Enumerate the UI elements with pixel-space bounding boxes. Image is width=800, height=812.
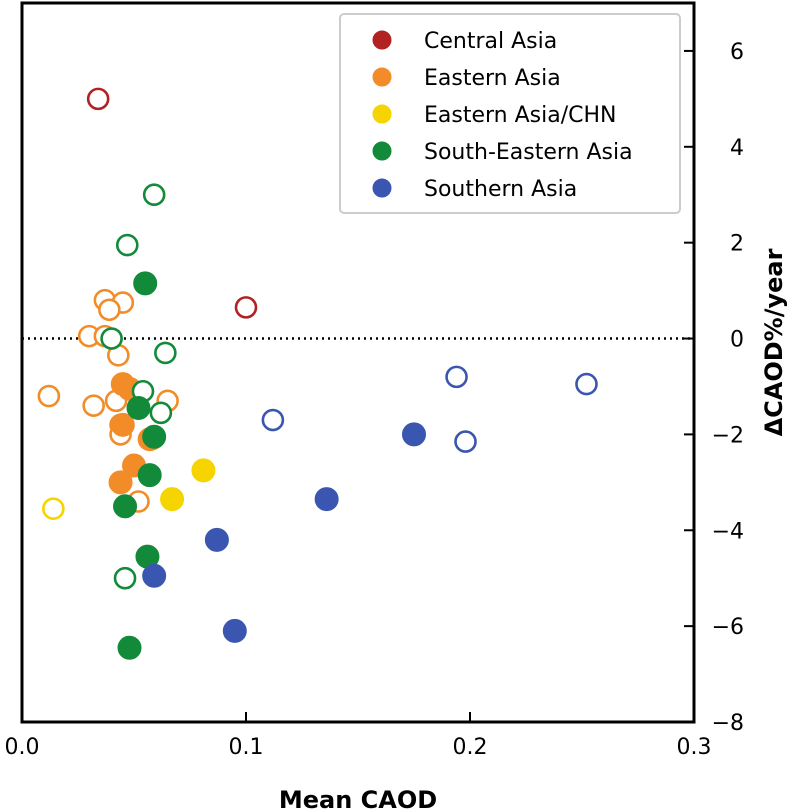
data-point-filled (113, 494, 138, 519)
legend-label: Central Asia (424, 29, 557, 54)
legend-marker (372, 104, 392, 124)
series-southern-asia (142, 365, 598, 643)
y-tick-label: 4 (730, 136, 744, 161)
y-tick-label: 2 (730, 232, 744, 257)
data-point-filled (314, 487, 339, 512)
data-point-open (454, 430, 477, 453)
data-point-open (113, 566, 137, 590)
legend-marker (372, 30, 392, 50)
data-point-open (37, 384, 61, 408)
y-tick-label: −4 (712, 519, 744, 544)
data-point-open (261, 408, 285, 432)
data-point-filled (204, 527, 229, 552)
x-tick-label: 0.0 (5, 735, 40, 760)
data-point-open (98, 298, 121, 322)
legend-marker (372, 67, 392, 87)
data-point-filled (402, 422, 426, 447)
y-tick-label: −2 (712, 423, 744, 448)
legend-marker (372, 141, 392, 161)
data-point-filled (133, 271, 158, 296)
data-point-open (142, 183, 166, 207)
y-tick-label: 6 (730, 40, 744, 65)
data-point-filled (191, 458, 216, 483)
data-point-open (149, 401, 173, 425)
data-point-open (42, 497, 65, 520)
data-point-open (82, 394, 105, 417)
legend-label: Eastern Asia/CHN (424, 103, 616, 128)
data-point-filled (142, 563, 167, 588)
x-axis-title: Mean CAOD (279, 786, 437, 812)
data-point-filled (117, 635, 142, 660)
data-point-filled (108, 470, 133, 495)
legend: Central Asia Eastern Asia Eastern Asia/CHN… (339, 13, 681, 214)
y-tick-label: −8 (712, 711, 744, 736)
series-south-eastern-asia (100, 183, 177, 660)
data-point-filled (110, 412, 135, 437)
data-point-filled (137, 463, 162, 488)
y-tick-label: −6 (712, 615, 744, 640)
data-point-open (100, 327, 123, 350)
legend-marker (372, 178, 392, 198)
series-central-asia (86, 87, 258, 319)
legend-box (339, 13, 681, 214)
legend-label: Eastern Asia (424, 66, 561, 91)
x-tick-label: 0.1 (229, 735, 264, 760)
series-eastern-asia-chn (42, 458, 216, 520)
data-point-open (234, 296, 258, 319)
data-point-filled (142, 424, 167, 449)
data-point-filled (160, 487, 185, 512)
x-tick-label: 0.3 (677, 735, 712, 760)
data-point-open (154, 341, 177, 365)
legend-label: Southern Asia (424, 177, 577, 202)
data-point-filled (126, 396, 151, 421)
x-tick-label: 0.2 (453, 735, 488, 760)
data-point-open (575, 372, 598, 396)
data-point-open (115, 233, 139, 257)
data-point-filled (222, 618, 247, 643)
y-tick-label: 0 (730, 328, 744, 353)
points-layer (37, 87, 598, 660)
legend-label: South-Eastern Asia (424, 140, 633, 165)
data-point-open (445, 365, 468, 389)
y-axis-title: ΔCAOD%/year (760, 248, 788, 436)
data-point-open (86, 87, 110, 111)
axes-layer: 0.0 0.1 0.2 0.3 6 4 2 0 −2 −4 −6 −8 (5, 40, 745, 760)
plot-frame (20, 1, 696, 724)
